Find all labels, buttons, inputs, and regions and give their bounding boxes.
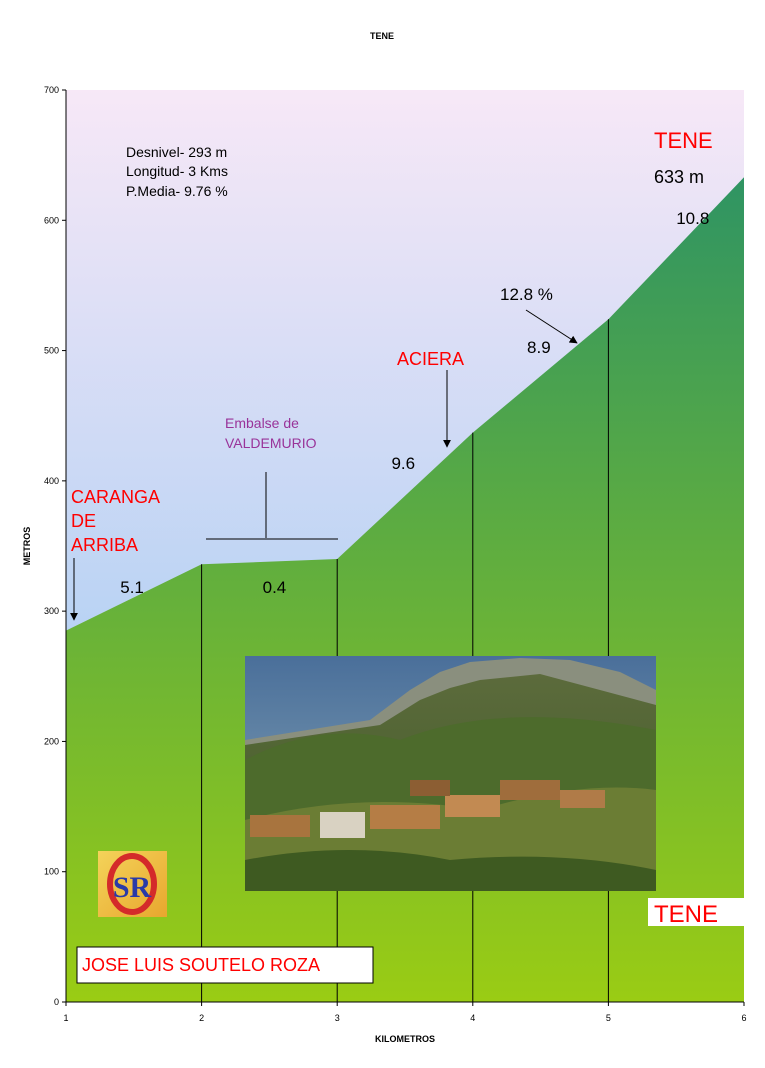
y-axis-ticks: 0 100 200 300 400 500 600 700 <box>44 85 66 1007</box>
segment-gradient-label: 0.4 <box>263 578 287 597</box>
y-tick-label: 700 <box>44 85 59 95</box>
start-label-line-2: DE <box>71 511 96 531</box>
y-tick-label: 300 <box>44 606 59 616</box>
stat-desnivel: Desnivel- 293 m <box>126 144 227 160</box>
x-axis-ticks: 1 2 3 4 5 6 <box>63 1002 747 1023</box>
x-tick-label: 2 <box>199 1013 204 1023</box>
summit-altitude-label: 633 m <box>654 167 704 187</box>
aciera-label: ACIERA <box>397 349 464 369</box>
y-tick-label: 0 <box>54 997 59 1007</box>
author-name: JOSE LUIS SOUTELO ROZA <box>82 955 320 975</box>
stat-pendiente-media: P.Media- 9.76 % <box>126 183 228 199</box>
reservoir-label-line-1: Embalse de <box>225 415 299 431</box>
village-photo <box>245 656 656 891</box>
segment-gradient-label: 9.6 <box>391 454 415 473</box>
start-label-line-1: CARANGA <box>71 487 160 507</box>
max-grade-arrow <box>525 309 578 344</box>
y-tick-label: 600 <box>44 215 59 225</box>
x-tick-label: 5 <box>606 1013 611 1023</box>
x-tick-label: 6 <box>741 1013 746 1023</box>
x-tick-label: 3 <box>335 1013 340 1023</box>
y-tick-label: 500 <box>44 346 59 356</box>
segment-gradient-label: 10.8 <box>676 209 709 228</box>
author-box <box>76 946 374 984</box>
y-axis-title: METROS <box>22 527 32 566</box>
chart-title: TENE <box>370 31 394 41</box>
summit-label: TENE <box>654 128 713 153</box>
segment-gradient-labels: 5.1 0.4 9.6 8.9 10.8 <box>120 209 709 597</box>
x-tick-label: 1 <box>63 1013 68 1023</box>
photo-caption-box <box>648 898 744 926</box>
photo-caption: TENE <box>654 901 718 928</box>
x-tick-label: 4 <box>470 1013 475 1023</box>
reservoir-label-line-2: VALDEMURIO <box>225 435 317 451</box>
start-label-line-3: ARRIBA <box>71 535 138 555</box>
x-axis-title: KILOMETROS <box>375 1034 435 1044</box>
stat-longitud: Longitud- 3 Kms <box>126 163 228 179</box>
author-logo: SR <box>98 851 167 917</box>
y-tick-label: 400 <box>44 476 59 486</box>
y-tick-label: 100 <box>44 867 59 877</box>
svg-text:SR: SR <box>113 871 152 904</box>
segment-gradient-label: 5.1 <box>120 578 144 597</box>
y-tick-label: 200 <box>44 736 59 746</box>
max-grade-label: 12.8 % <box>500 285 553 304</box>
segment-gradient-label: 8.9 <box>527 338 551 357</box>
